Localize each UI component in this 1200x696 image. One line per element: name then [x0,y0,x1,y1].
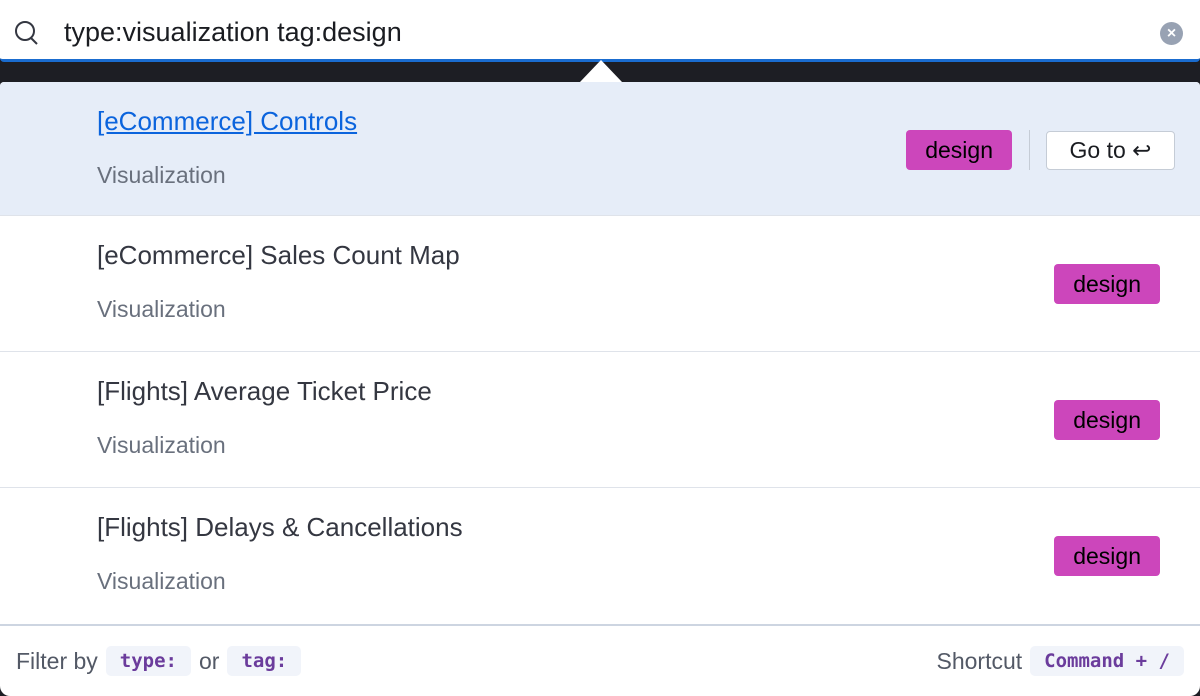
tag-badge: design [1054,536,1160,576]
result-item[interactable]: [Flights] Delays & Cancellations Visuali… [0,488,1200,624]
result-item[interactable]: [eCommerce] Sales Count Map Visualizatio… [0,216,1200,352]
search-bar: × [0,0,1200,62]
footer: Filter by type: or tag: Shortcut Command… [0,624,1200,696]
tag-badge: design [1054,264,1160,304]
tag-badge: design [1054,400,1160,440]
result-title[interactable]: [eCommerce] Controls [97,106,358,136]
shortcut-label: Shortcut [936,647,1023,674]
result-type: Visualization [97,296,226,322]
result-title: [Flights] Delays & Cancellations [97,512,463,542]
results-panel: [eCommerce] Controls Visualization desig… [0,82,1200,696]
tag-filter-code: tag: [227,646,302,676]
result-item[interactable]: [Flights] Average Ticket Price Visualiza… [0,352,1200,488]
result-type: Visualization [97,568,226,594]
result-title: [Flights] Average Ticket Price [97,376,432,406]
or-label: or [199,647,220,674]
tag-badge: design [906,130,1012,170]
type-filter-code: type: [105,646,191,676]
search-icon [14,20,40,51]
result-type: Visualization [97,162,226,188]
result-title: [eCommerce] Sales Count Map [97,240,460,270]
go-to-button[interactable]: Go to ↩ [1046,131,1175,170]
clear-icon[interactable]: × [1160,22,1183,45]
divider [1029,130,1030,170]
search-input[interactable] [64,12,1144,52]
result-item[interactable]: [eCommerce] Controls Visualization desig… [0,82,1200,216]
shortcut-code: Command + / [1030,646,1184,676]
filter-by-label: Filter by [16,647,98,674]
result-type: Visualization [97,432,226,458]
popover-arrow [580,60,622,82]
